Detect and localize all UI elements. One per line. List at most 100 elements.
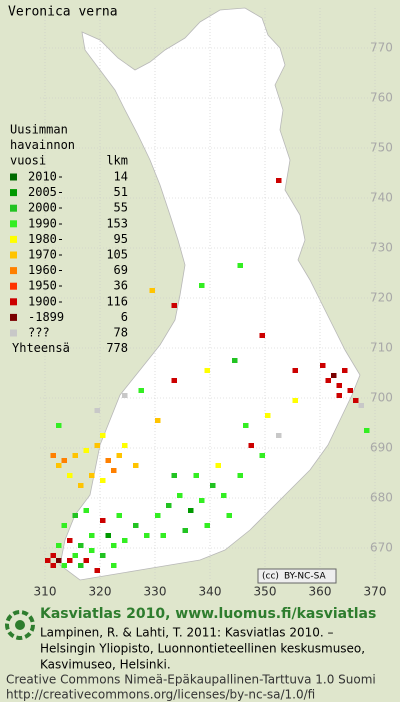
legend-swatch [10, 204, 17, 212]
cell [358, 403, 364, 408]
cell [100, 433, 106, 438]
license-badge: (cc) BY-NC-SA [257, 568, 337, 584]
cell [155, 418, 161, 423]
license-line: Creative Commons Nimeä-Epäkaupallinen-Ta… [6, 673, 376, 687]
cell [320, 363, 326, 368]
cell [364, 428, 370, 433]
cell [56, 543, 62, 548]
cell [171, 303, 177, 308]
cell [237, 473, 243, 478]
cell [232, 358, 238, 363]
cell [61, 458, 67, 463]
cell [83, 508, 89, 513]
cell [67, 538, 73, 543]
x-tick-label: 310 [34, 585, 57, 599]
logo-ring [5, 610, 35, 640]
cell [78, 483, 84, 488]
legend-count: 55 [114, 201, 128, 215]
cell [221, 493, 227, 498]
cell [89, 548, 95, 553]
cell [248, 443, 254, 448]
x-tick-label: 370 [364, 585, 387, 599]
legend-swatch [10, 235, 17, 243]
cell [122, 393, 128, 398]
legend-count: 69 [114, 263, 128, 277]
cell [111, 543, 117, 548]
legend-label: 1980- [28, 232, 64, 246]
badge-frame [257, 568, 337, 584]
cell [100, 518, 106, 523]
y-tick-label: 670 [370, 541, 393, 555]
legend-swatch [10, 282, 17, 290]
badge-cc: (cc) [262, 572, 279, 582]
cell [292, 398, 298, 403]
y-tick-label: 750 [370, 141, 393, 155]
cell [83, 448, 89, 453]
legend-label: 2010- [28, 170, 64, 184]
cell [122, 443, 128, 448]
cell [56, 558, 62, 563]
legend-label: 1900- [28, 294, 64, 308]
y-tick-label: 730 [370, 241, 393, 255]
cell [331, 373, 337, 378]
logo-center [15, 620, 25, 630]
cell [89, 533, 95, 538]
citation-line: Helsingin Yliopisto, Luonnontieteellinen… [40, 642, 365, 656]
legend-heading: havainnon [10, 138, 75, 152]
legend-count-heading: lkm [106, 154, 128, 168]
y-tick-label: 710 [370, 341, 393, 355]
occurrence-cells [45, 178, 370, 573]
y-tick-label: 720 [370, 291, 393, 305]
legend-swatch [10, 189, 17, 197]
cell [78, 543, 84, 548]
legend-swatch [10, 220, 17, 228]
citation-line: Kasvimuseo, Helsinki. [40, 658, 171, 672]
cell [342, 368, 348, 373]
cell [50, 563, 56, 568]
cell [155, 513, 161, 518]
cell [237, 263, 243, 268]
cell [116, 513, 122, 518]
cell [116, 453, 122, 458]
cell [45, 558, 51, 563]
cell [265, 413, 271, 418]
cell [171, 473, 177, 478]
y-tick-label: 770 [370, 41, 393, 55]
cell [171, 378, 177, 383]
species-title: Veronica verna [8, 5, 118, 20]
cell [353, 398, 359, 403]
legend-swatch [10, 267, 17, 275]
cell [100, 553, 106, 558]
x-tick-label: 320 [89, 585, 112, 599]
cell [226, 513, 232, 518]
citation-line: Lampinen, R. & Lahti, T. 2011: Kasviatla… [40, 626, 334, 640]
cell [67, 473, 73, 478]
legend-count: 14 [114, 170, 128, 184]
legend-label: ??? [28, 326, 50, 340]
x-tick-label: 330 [144, 585, 167, 599]
cell [243, 423, 249, 428]
legend-total-label: Yhteensä [12, 341, 70, 355]
y-tick-label: 690 [370, 441, 393, 455]
cell [94, 408, 100, 413]
cell [149, 288, 155, 293]
cell [160, 533, 166, 538]
cell [292, 368, 298, 373]
cell [259, 333, 265, 338]
cell [199, 283, 205, 288]
cell [182, 528, 188, 533]
legend-label: 2000- [28, 201, 64, 215]
cell [72, 513, 78, 518]
legend-heading: Uusimman [10, 123, 68, 137]
legend-count: 6 [121, 310, 128, 324]
cell [111, 468, 117, 473]
cell [138, 388, 144, 393]
logo [5, 610, 35, 640]
cell [199, 498, 205, 503]
legend-label: 2005- [28, 185, 64, 199]
legend-label: 1950- [28, 279, 64, 293]
cell [347, 388, 353, 393]
legend-label: -1899 [28, 310, 64, 324]
cell [122, 538, 128, 543]
